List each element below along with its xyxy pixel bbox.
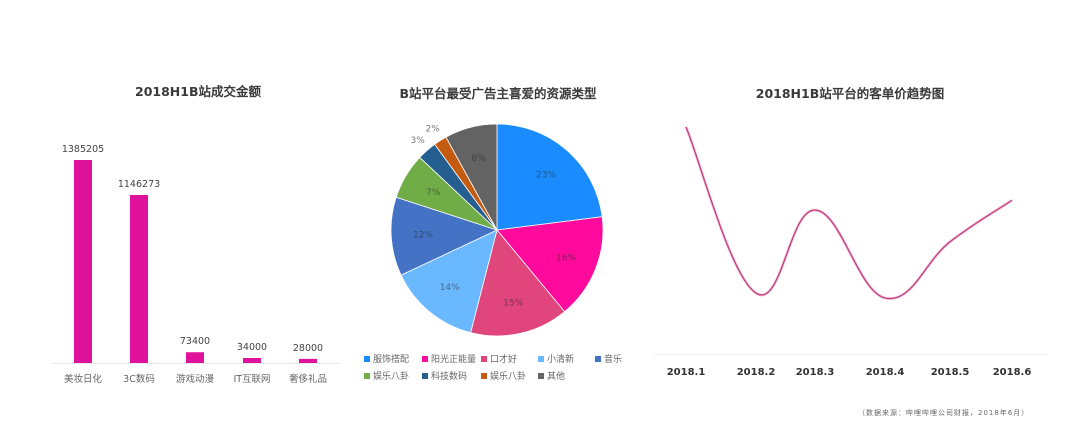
bar-chart-panel: 2018H1B站成交金额 1385205 美妆日化 1146273 3C数码 73400… [0,0,350,435]
legend-label: 服饰搭配 [373,355,410,365]
bar-item: 34000 IT互联网 [233,342,270,385]
bar-category-label: 美妆日化 [64,373,103,385]
legend-label: 口才好 [490,355,518,365]
pie-chart-title: B站平台最受广告主喜爱的资源类型 [399,86,597,101]
line-series-glow [684,126,1013,301]
legend-swatch [422,355,428,362]
pie-legend-item: 小清新 [538,352,574,365]
pie-legend-item: 口才好 [481,352,517,365]
pie-slice [496,216,604,313]
source-note: （数据来源：哔哩哔哩公司财报，2018年6月） [858,409,1030,417]
legend-label: 其他 [547,372,566,382]
line-x-tick-label: 2018.2 [737,367,776,378]
pie-legend-item: 娱乐八卦 [481,369,526,382]
pie-legend-item: 服饰搭配 [364,352,409,365]
legend-label: 娱乐八卦 [373,372,410,382]
legend-swatch [422,372,428,379]
bar-value-label: 1385205 [62,144,104,155]
pie-slice [496,123,603,231]
line-x-tick-label: 2018.4 [866,367,905,378]
pie-legend-item: 娱乐八卦 [364,369,409,382]
bar [243,358,261,363]
line-series [685,126,1013,300]
legend-label: 阳光正能量 [431,355,477,365]
bar-value-label: 1146273 [118,179,160,190]
pie-slice-label: 23% [536,170,556,180]
bar-category-label: 3C数码 [123,373,155,385]
bar-value-label: 73400 [180,336,210,347]
bar-category-label: 奢侈礼品 [289,373,327,385]
bar-item: 73400 游戏动漫 [176,336,215,385]
pie-slice-label: 2% [426,125,441,135]
pie-legend-item: 科技数码 [422,369,467,382]
bar-chart-title: 2018H1B站成交金额 [135,84,261,99]
pie-slice-label: 15% [503,298,523,308]
line-chart-title: 2018H1B站平台的客单价趋势图 [755,86,945,101]
bar [186,352,204,363]
bar-item: 1385205 美妆日化 [62,144,104,385]
pie-slice [445,123,498,231]
legend-swatch [364,355,370,362]
bar-category-label: IT互联网 [233,374,270,385]
line-chart-panel: 2018H1B站平台的客单价趋势图 2018.1 2018.2 2018.3 2018… [650,0,1080,435]
line-x-tick-label: 2018.6 [993,367,1032,378]
bar-chart: 1385205 美妆日化 1146273 3C数码 73400 游戏动漫 34000 IT互联… [52,144,340,385]
bar-item: 28000 奢侈礼品 [289,343,327,385]
legend-swatch [595,355,601,362]
pie-legend-item: 其他 [538,369,565,382]
pie-slice [400,229,498,334]
pie-slice [470,229,566,337]
bar [130,195,148,363]
bar-category-label: 游戏动漫 [176,373,215,385]
pie-slice-label: 3% [411,136,426,146]
line-x-tick-label: 2018.5 [931,367,970,378]
pie-slice-label: 7% [426,188,441,198]
line-chart: 2018.1 2018.2 2018.3 2018.4 2018.5 2018.6 [654,126,1048,378]
pie-slice-label: 14% [440,283,460,293]
bar-value-label: 28000 [293,343,323,354]
pie-slice-label: 8% [471,154,486,164]
line-x-tick-label: 2018.1 [667,367,706,378]
pie-legend: 服饰搭配 阳光正能量 口才好 小清新 音乐娱乐八卦 科技数码 娱乐八卦 其他 [350,0,650,435]
legend-swatch [481,372,487,379]
bar-value-label: 34000 [237,342,267,353]
pie-slice [390,196,499,276]
line-x-tick-label: 2018.3 [796,367,835,378]
legend-swatch [538,355,544,362]
pie-chart: 23% 16% 15% 14% 12% 7% 3%2% 8% [390,123,604,337]
pie-slice-label: 16% [556,253,576,263]
legend-label: 科技数码 [431,372,468,382]
bar [74,160,92,363]
pie-legend-item: 音乐 [595,352,622,365]
legend-label: 娱乐八卦 [490,372,527,382]
legend-swatch [364,372,370,379]
legend-swatch [538,372,544,379]
legend-label: 小清新 [547,355,575,365]
legend-swatch [481,355,487,362]
legend-label: 音乐 [604,355,623,365]
pie-legend-item: 阳光正能量 [422,352,476,365]
bar-item: 1146273 3C数码 [118,179,160,385]
pie-slice-label: 12% [413,231,433,241]
pie-chart-panel: B站平台最受广告主喜爱的资源类型 23% 16% 15% 14% 12% 7% 3% 2% 8%… [350,0,650,435]
bar [299,358,317,363]
